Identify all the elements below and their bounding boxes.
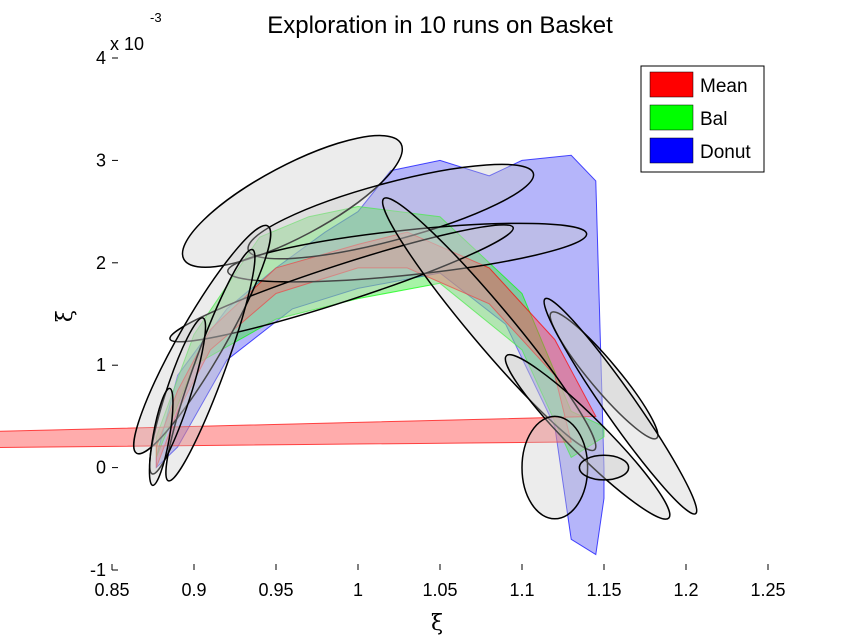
covariance-ellipse <box>181 134 404 268</box>
series-area-donut <box>155 154 605 556</box>
chart-title: Exploration in 10 runs on Basket <box>267 12 613 39</box>
covariance-ellipse <box>578 454 630 481</box>
covariance-ellipse <box>504 353 671 520</box>
y-tick-label: 0 <box>96 458 106 478</box>
x-tick-label: 0.85 <box>94 580 129 600</box>
covariance-ellipse <box>165 248 256 482</box>
y-tick-label: 4 <box>96 48 106 68</box>
legend-label-bal: Bal <box>700 109 727 130</box>
legend: Mean Bal Donut <box>640 65 765 173</box>
y-tick-label: 1 <box>96 355 106 375</box>
legend-swatch-mean <box>649 71 694 98</box>
covariance-ellipse <box>381 197 597 452</box>
x-tick-label: 1 <box>353 580 363 600</box>
covariance-ellipse <box>543 297 698 515</box>
covariance-ellipse <box>133 224 272 455</box>
covariance-ellipse <box>521 415 589 520</box>
y-tick-label: 3 <box>96 150 106 170</box>
legend-label-donut: Donut <box>700 142 751 163</box>
x-tick-label: 0.95 <box>258 580 293 600</box>
covariance-ellipse <box>148 387 174 487</box>
x-tick-label: 0.9 <box>181 580 206 600</box>
y-multiplier: x 10 <box>110 34 144 54</box>
covariance-ellipse <box>169 224 515 343</box>
x-tick-label: 1.1 <box>509 580 534 600</box>
legend-swatch-bal <box>649 104 694 131</box>
y-tick-label: 2 <box>96 253 106 273</box>
covariance-ellipse <box>549 311 659 440</box>
y-tick-label: -1 <box>90 560 106 580</box>
y-axis-label: ξ̇ <box>53 310 78 322</box>
axes: 0.85 0.9 0.95 1 1.05 1.1 1.15 1.2 1.25 -1 0 1 2 3 4 <box>90 48 786 600</box>
covariance-ellipse <box>247 163 535 260</box>
series-area-bal <box>155 205 605 459</box>
x-tick-label: 1.2 <box>673 580 698 600</box>
y-multiplier-exponent: -3 <box>150 10 162 25</box>
legend-swatch-donut <box>649 137 694 164</box>
covariance-ellipse <box>227 222 588 283</box>
legend-label-mean: Mean <box>700 76 748 97</box>
x-tick-label: 1.25 <box>750 580 785 600</box>
covariance-ellipses <box>133 134 698 520</box>
x-tick-label: 1.15 <box>586 580 621 600</box>
x-axis-label: ξ <box>431 611 443 636</box>
x-tick-label: 1.05 <box>422 580 457 600</box>
